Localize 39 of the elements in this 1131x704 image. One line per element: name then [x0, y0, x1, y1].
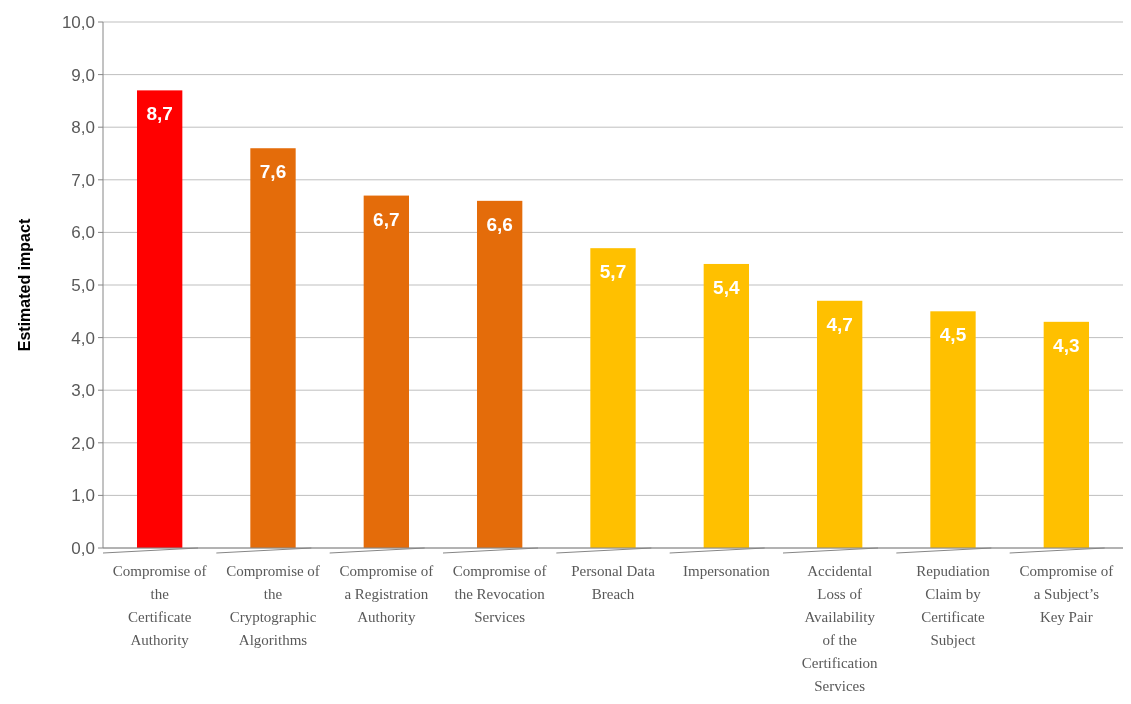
- y-tick-label: 2,0: [71, 433, 95, 453]
- bar: [817, 300, 863, 548]
- bar: [590, 248, 636, 548]
- data-label: 6,7: [373, 208, 400, 230]
- data-label: 5,7: [599, 261, 627, 283]
- bar: [250, 148, 296, 548]
- x-tick-label: Accidental Loss of Availability of the Certification Services: [801, 563, 879, 694]
- x-tick-label: Compromise of the Cryptographic Algorithms: [226, 563, 320, 648]
- bar: [477, 200, 523, 548]
- x-tick-label: Impersonation: [683, 563, 771, 579]
- bar: [930, 311, 976, 548]
- y-tick-label: 5,0: [71, 275, 95, 295]
- data-label: 8,7: [146, 103, 173, 125]
- bar: [1043, 321, 1089, 548]
- data-label: 7,6: [259, 161, 287, 183]
- x-tick-label: Compromise of a Registration Authority: [339, 563, 434, 625]
- y-tick-label: 3,0: [71, 381, 95, 401]
- y-tick-label: 0,0: [71, 538, 95, 558]
- x-tick-label: Compromise of the Certificate Authority: [112, 563, 207, 648]
- data-label: 6,6: [486, 213, 513, 235]
- y-tick-label: 4,0: [71, 328, 95, 348]
- y-tick-label: 1,0: [71, 486, 95, 506]
- data-label: 4,7: [826, 313, 853, 335]
- y-tick-label: 6,0: [71, 223, 95, 243]
- data-label: 4,5: [939, 324, 967, 346]
- x-tick-label: Compromise of a Subject’s Key Pair: [1019, 563, 1114, 625]
- x-tick-label: Personal Data Breach: [571, 563, 656, 602]
- bar: [703, 263, 749, 548]
- data-label: 5,4: [713, 276, 740, 298]
- x-tick-label: Repudiation Claim by Certificate Subject: [916, 563, 991, 648]
- y-tick-label: 10,0: [61, 12, 95, 32]
- bar: [363, 195, 409, 548]
- bar: [137, 90, 183, 548]
- y-axis-title: Estimated impact: [16, 218, 33, 352]
- data-label: 4,3: [1053, 334, 1080, 356]
- x-tick-label: Compromise of the Revocation Services: [452, 563, 547, 625]
- y-tick-label: 8,0: [71, 118, 95, 138]
- y-tick-label: 9,0: [71, 65, 95, 85]
- y-tick-label: 7,0: [71, 170, 95, 190]
